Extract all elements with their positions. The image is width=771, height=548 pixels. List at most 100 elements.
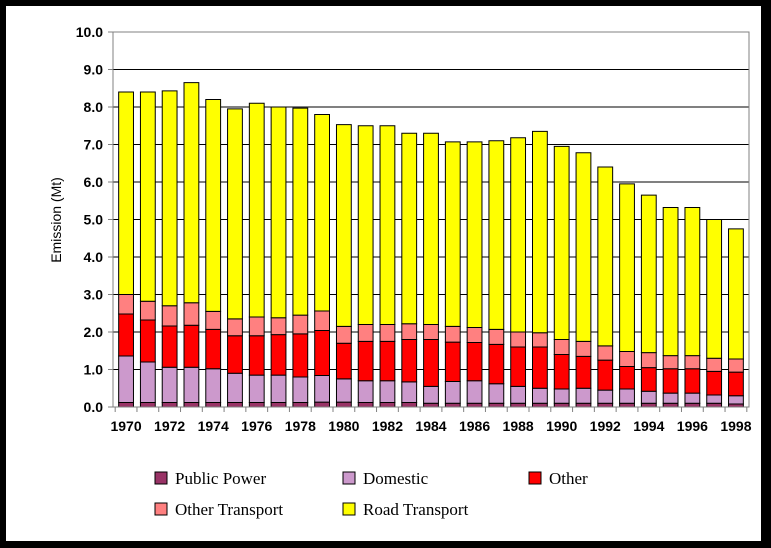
y-tick-label: 8.0 bbox=[84, 99, 104, 115]
bar-road-transport-1985 bbox=[444, 141, 461, 327]
bar-other-transport-1991 bbox=[575, 340, 592, 357]
legend-label-public-power: Public Power bbox=[175, 469, 266, 488]
bar-road-transport-1995 bbox=[662, 207, 679, 357]
bar-public-power-1986 bbox=[466, 402, 483, 408]
bar-other-transport-1982 bbox=[379, 324, 396, 342]
bar-other-1981 bbox=[357, 340, 374, 382]
legend-label-road-transport: Road Transport bbox=[363, 500, 469, 519]
bar-road-transport-1991 bbox=[575, 152, 592, 342]
y-tick-label: 7.0 bbox=[84, 137, 104, 153]
bar-public-power-1981 bbox=[357, 402, 374, 408]
bar-domestic-1972 bbox=[161, 366, 178, 403]
bar-other-transport-1973 bbox=[183, 302, 200, 326]
bar-road-transport-1980 bbox=[335, 124, 352, 327]
bar-domestic-1996 bbox=[684, 392, 701, 404]
bar-other-transport-1996 bbox=[684, 355, 701, 370]
bar-public-power-1978 bbox=[292, 402, 309, 408]
bar-other-transport-1988 bbox=[510, 331, 527, 348]
bar-other-1984 bbox=[423, 339, 439, 387]
y-tick-label: 5.0 bbox=[84, 212, 104, 228]
plot-area bbox=[112, 31, 750, 408]
bar-public-power-1993 bbox=[619, 402, 635, 408]
bar-road-transport-1993 bbox=[619, 183, 635, 352]
legend-swatch-other bbox=[528, 471, 542, 485]
x-tick-label: 1974 bbox=[198, 418, 229, 434]
bar-domestic-1983 bbox=[401, 381, 418, 403]
bar-domestic-1978 bbox=[292, 376, 309, 403]
x-tick-label: 1980 bbox=[328, 418, 359, 434]
bar-public-power-1973 bbox=[183, 402, 200, 408]
bar-domestic-1980 bbox=[335, 378, 352, 403]
bar-domestic-1991 bbox=[575, 387, 592, 404]
bar-other-1974 bbox=[205, 328, 222, 370]
legend-swatch-road-transport bbox=[342, 502, 356, 516]
bar-road-transport-1998 bbox=[728, 228, 744, 360]
bar-other-1975 bbox=[227, 335, 243, 374]
bar-domestic-1984 bbox=[423, 385, 439, 404]
bar-other-transport-1995 bbox=[662, 355, 679, 370]
bar-road-transport-1990 bbox=[553, 145, 570, 340]
x-tick-label: 1978 bbox=[285, 418, 316, 434]
bar-domestic-1982 bbox=[379, 380, 396, 403]
bar-public-power-1990 bbox=[553, 402, 570, 408]
bar-domestic-1970 bbox=[118, 355, 134, 403]
bar-other-1971 bbox=[139, 319, 156, 363]
x-tick-label: 1972 bbox=[154, 418, 185, 434]
bar-other-1990 bbox=[553, 354, 570, 390]
bar-public-power-1997 bbox=[706, 402, 723, 408]
bar-road-transport-1987 bbox=[488, 140, 505, 330]
bar-other-1998 bbox=[728, 371, 744, 397]
bar-road-transport-1996 bbox=[684, 207, 701, 357]
bar-domestic-1995 bbox=[662, 392, 679, 404]
bar-other-1976 bbox=[248, 335, 265, 376]
legend-swatch-domestic bbox=[342, 471, 356, 485]
bar-other-transport-1970 bbox=[118, 294, 134, 315]
bar-public-power-1988 bbox=[510, 402, 527, 408]
bar-other-transport-1976 bbox=[248, 316, 265, 337]
bar-domestic-1971 bbox=[139, 361, 156, 403]
bar-domestic-1997 bbox=[706, 394, 723, 404]
bar-road-transport-1992 bbox=[597, 166, 614, 347]
bar-public-power-1982 bbox=[379, 402, 396, 408]
y-tick-label: 1.0 bbox=[84, 362, 104, 378]
bar-domestic-1973 bbox=[183, 366, 200, 403]
bar-public-power-1970 bbox=[118, 402, 134, 408]
bar-road-transport-1997 bbox=[706, 219, 723, 359]
bar-road-transport-1984 bbox=[423, 132, 439, 325]
bar-other-transport-1978 bbox=[292, 314, 309, 335]
bar-domestic-1993 bbox=[619, 388, 635, 404]
bar-other-transport-1972 bbox=[161, 305, 178, 327]
bar-public-power-1983 bbox=[401, 402, 418, 408]
bar-other-transport-1975 bbox=[227, 318, 243, 337]
x-tick-label: 1994 bbox=[633, 418, 664, 434]
y-axis: 0.0 1.0 2.0 3.0 4.0 5.0 6.0 7.0 8.0 9.0 10.0 bbox=[76, 24, 113, 415]
bar-road-transport-1974 bbox=[205, 99, 222, 312]
bar-other-1970 bbox=[118, 313, 134, 357]
bar-road-transport-1971 bbox=[139, 91, 156, 302]
bar-other-transport-1980 bbox=[335, 325, 352, 344]
bar-domestic-1994 bbox=[640, 390, 657, 404]
bar-other-transport-1992 bbox=[597, 345, 614, 361]
bar-road-transport-1989 bbox=[531, 130, 548, 334]
bar-other-1995 bbox=[662, 368, 679, 394]
bar-public-power-1991 bbox=[575, 402, 592, 408]
bar-public-power-1979 bbox=[314, 401, 331, 408]
bar-road-transport-1978 bbox=[292, 107, 309, 316]
bar-road-transport-1982 bbox=[379, 125, 396, 325]
bar-other-1996 bbox=[684, 368, 701, 394]
bar-public-power-1980 bbox=[335, 401, 352, 408]
bar-other-1991 bbox=[575, 355, 592, 389]
bar-other-1977 bbox=[270, 334, 287, 376]
bar-public-power-1985 bbox=[444, 402, 461, 408]
bar-road-transport-1970 bbox=[118, 91, 134, 295]
legend: Public Power Domestic Other Other Transport… bbox=[154, 469, 588, 519]
bar-domestic-1975 bbox=[227, 372, 243, 403]
y-tick-label: 0.0 bbox=[84, 399, 104, 415]
bar-public-power-1976 bbox=[248, 402, 265, 408]
x-tick-label: 1990 bbox=[546, 418, 577, 434]
x-tick-label: 1976 bbox=[241, 418, 272, 434]
bar-other-transport-1986 bbox=[466, 327, 483, 343]
bar-domestic-1998 bbox=[728, 395, 744, 405]
bar-domestic-1985 bbox=[444, 381, 461, 404]
x-tick-label: 1982 bbox=[372, 418, 403, 434]
